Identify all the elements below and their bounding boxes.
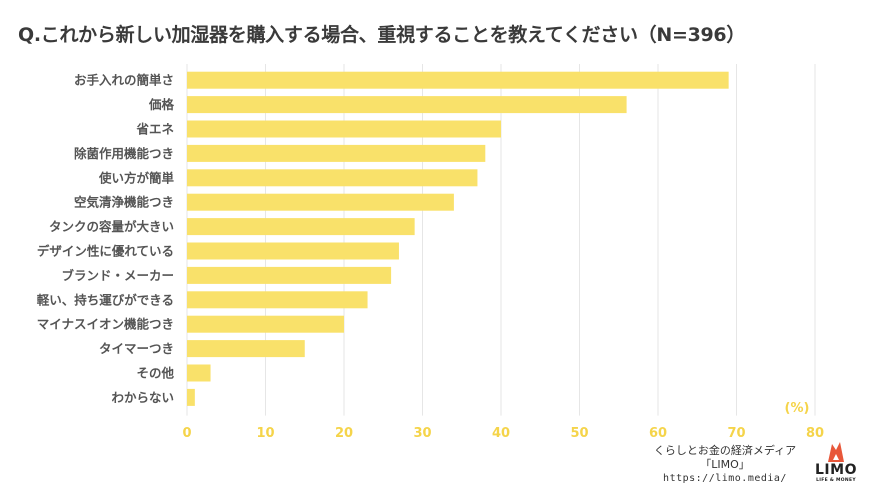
- category-label: タンクの容量が大きい: [49, 219, 174, 234]
- grid-lines: [186, 64, 816, 416]
- category-label: わからない: [111, 390, 174, 405]
- category-label: マイナスイオン機能つき: [37, 317, 174, 332]
- category-label: その他: [136, 366, 174, 381]
- x-tick-label: 50: [570, 426, 588, 441]
- logo-sub: LIFE & MONEY: [816, 478, 856, 483]
- bar: [187, 340, 305, 358]
- category-label: 使い方が簡単: [98, 170, 175, 185]
- category-label: お手入れの簡単さ: [74, 73, 174, 88]
- x-tick-label: 20: [335, 426, 353, 441]
- category-label: 価格: [148, 97, 175, 112]
- chart-title: Q.これから新しい加湿器を購入する場合、重視することを教えてください（N=396…: [18, 24, 746, 46]
- category-label: 空気清浄機能つき: [74, 195, 174, 210]
- x-tick-label: 40: [492, 426, 510, 441]
- bar: [187, 71, 729, 89]
- category-label: デザイン性に優れている: [37, 244, 174, 259]
- category-labels: お手入れの簡単さ価格省エネ除菌作用機能つき使い方が簡単空気清浄機能つきタンクの容…: [37, 73, 175, 405]
- bar: [187, 169, 478, 187]
- bar: [187, 144, 486, 162]
- bar: [187, 96, 627, 114]
- bar: [187, 120, 501, 138]
- bar: [187, 242, 399, 260]
- x-tick-label: 60: [649, 426, 667, 441]
- bar: [187, 266, 392, 284]
- x-axis-unit-label: (%): [785, 401, 810, 416]
- bar: [187, 218, 415, 236]
- fox-icon: [828, 442, 844, 462]
- category-label: ブランド・メーカー: [61, 268, 174, 283]
- footer-url: https://limo.media/: [663, 473, 787, 484]
- footer-brand: 「LIMO」: [700, 458, 750, 471]
- category-label: 軽い、持ち運びができる: [37, 292, 174, 307]
- x-tick-label: 0: [182, 426, 191, 441]
- x-tick-label: 10: [256, 426, 274, 441]
- bar: [187, 193, 454, 211]
- category-label: 除菌作用機能つき: [74, 146, 174, 161]
- bar: [187, 291, 368, 309]
- category-label: タイマーつき: [99, 341, 174, 356]
- bar: [187, 315, 344, 333]
- x-tick-labels: 0 10 20 30 40 50 60 70 80: [182, 426, 824, 441]
- x-tick-label: 70: [727, 426, 745, 441]
- bar: [187, 388, 195, 406]
- x-tick-label: 80: [806, 426, 824, 441]
- footer-tagline: くらしとお金の経済メディア: [653, 444, 797, 457]
- bar: [187, 364, 211, 382]
- bars: [187, 71, 729, 406]
- x-tick-label: 30: [413, 426, 431, 441]
- logo-word: LIMO: [815, 462, 857, 478]
- limo-logo: LIMO LIFE & MONEY: [812, 440, 860, 484]
- category-label: 省エネ: [135, 122, 174, 137]
- footer: くらしとお金の経済メディア 「LIMO」 https://limo.media/: [640, 444, 810, 486]
